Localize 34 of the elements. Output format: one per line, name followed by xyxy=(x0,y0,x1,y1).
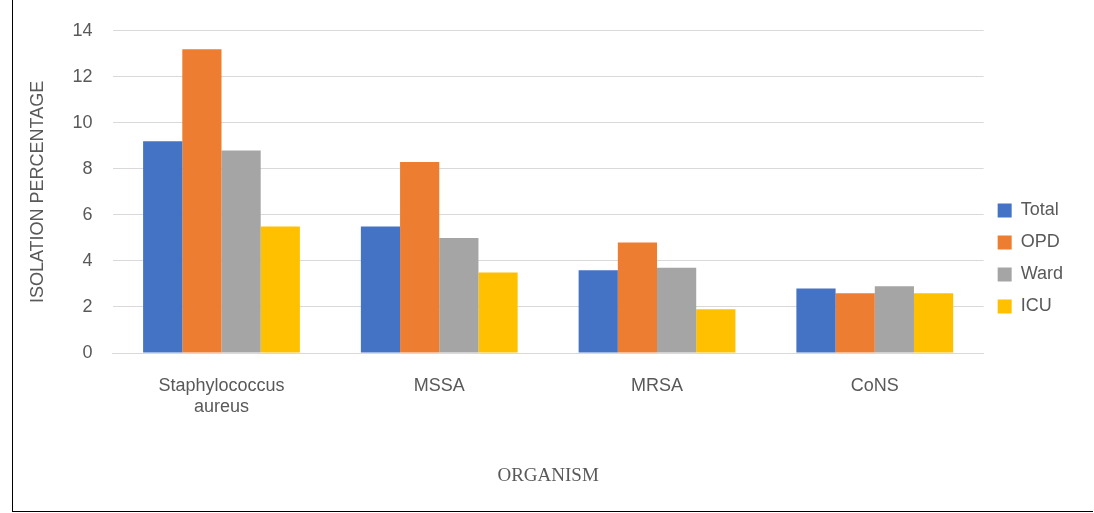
bar xyxy=(400,161,440,353)
y-tick-label: 2 xyxy=(82,295,93,316)
bar xyxy=(260,226,300,353)
legend-label: Total xyxy=(1020,199,1059,220)
bar xyxy=(478,272,518,353)
x-tick-label: MSSA xyxy=(413,374,465,395)
y-tick-label: 4 xyxy=(82,249,93,270)
bar xyxy=(796,288,836,353)
bar xyxy=(874,286,914,353)
bar xyxy=(143,141,183,353)
x-tick-label: MRSA xyxy=(631,374,684,395)
legend-label: OPD xyxy=(1020,231,1060,252)
y-tick-label: 12 xyxy=(72,65,93,86)
bar xyxy=(913,293,954,353)
bar xyxy=(696,309,736,353)
y-tick-label: 10 xyxy=(72,111,93,132)
x-tick-label: Staphylococcus aureus xyxy=(158,374,285,417)
x-tick-label: CoNS xyxy=(850,374,899,395)
bar xyxy=(835,293,875,353)
bar xyxy=(360,226,401,353)
bar xyxy=(617,242,658,353)
y-tick-label: 8 xyxy=(82,157,93,178)
y-tick-label: 14 xyxy=(72,19,93,40)
y-axis-title: ISOLATION PERCENTAGE xyxy=(26,80,47,304)
bar xyxy=(657,267,697,353)
y-tick-label: 0 xyxy=(82,341,93,362)
bar xyxy=(439,237,479,353)
legend-label: ICU xyxy=(1020,295,1052,316)
legend-label: Ward xyxy=(1020,263,1064,284)
x-axis-title: ORGANISM xyxy=(497,463,599,485)
y-tick-label: 6 xyxy=(82,203,93,224)
bar xyxy=(578,270,618,353)
bar xyxy=(221,150,261,353)
bar xyxy=(182,49,222,353)
